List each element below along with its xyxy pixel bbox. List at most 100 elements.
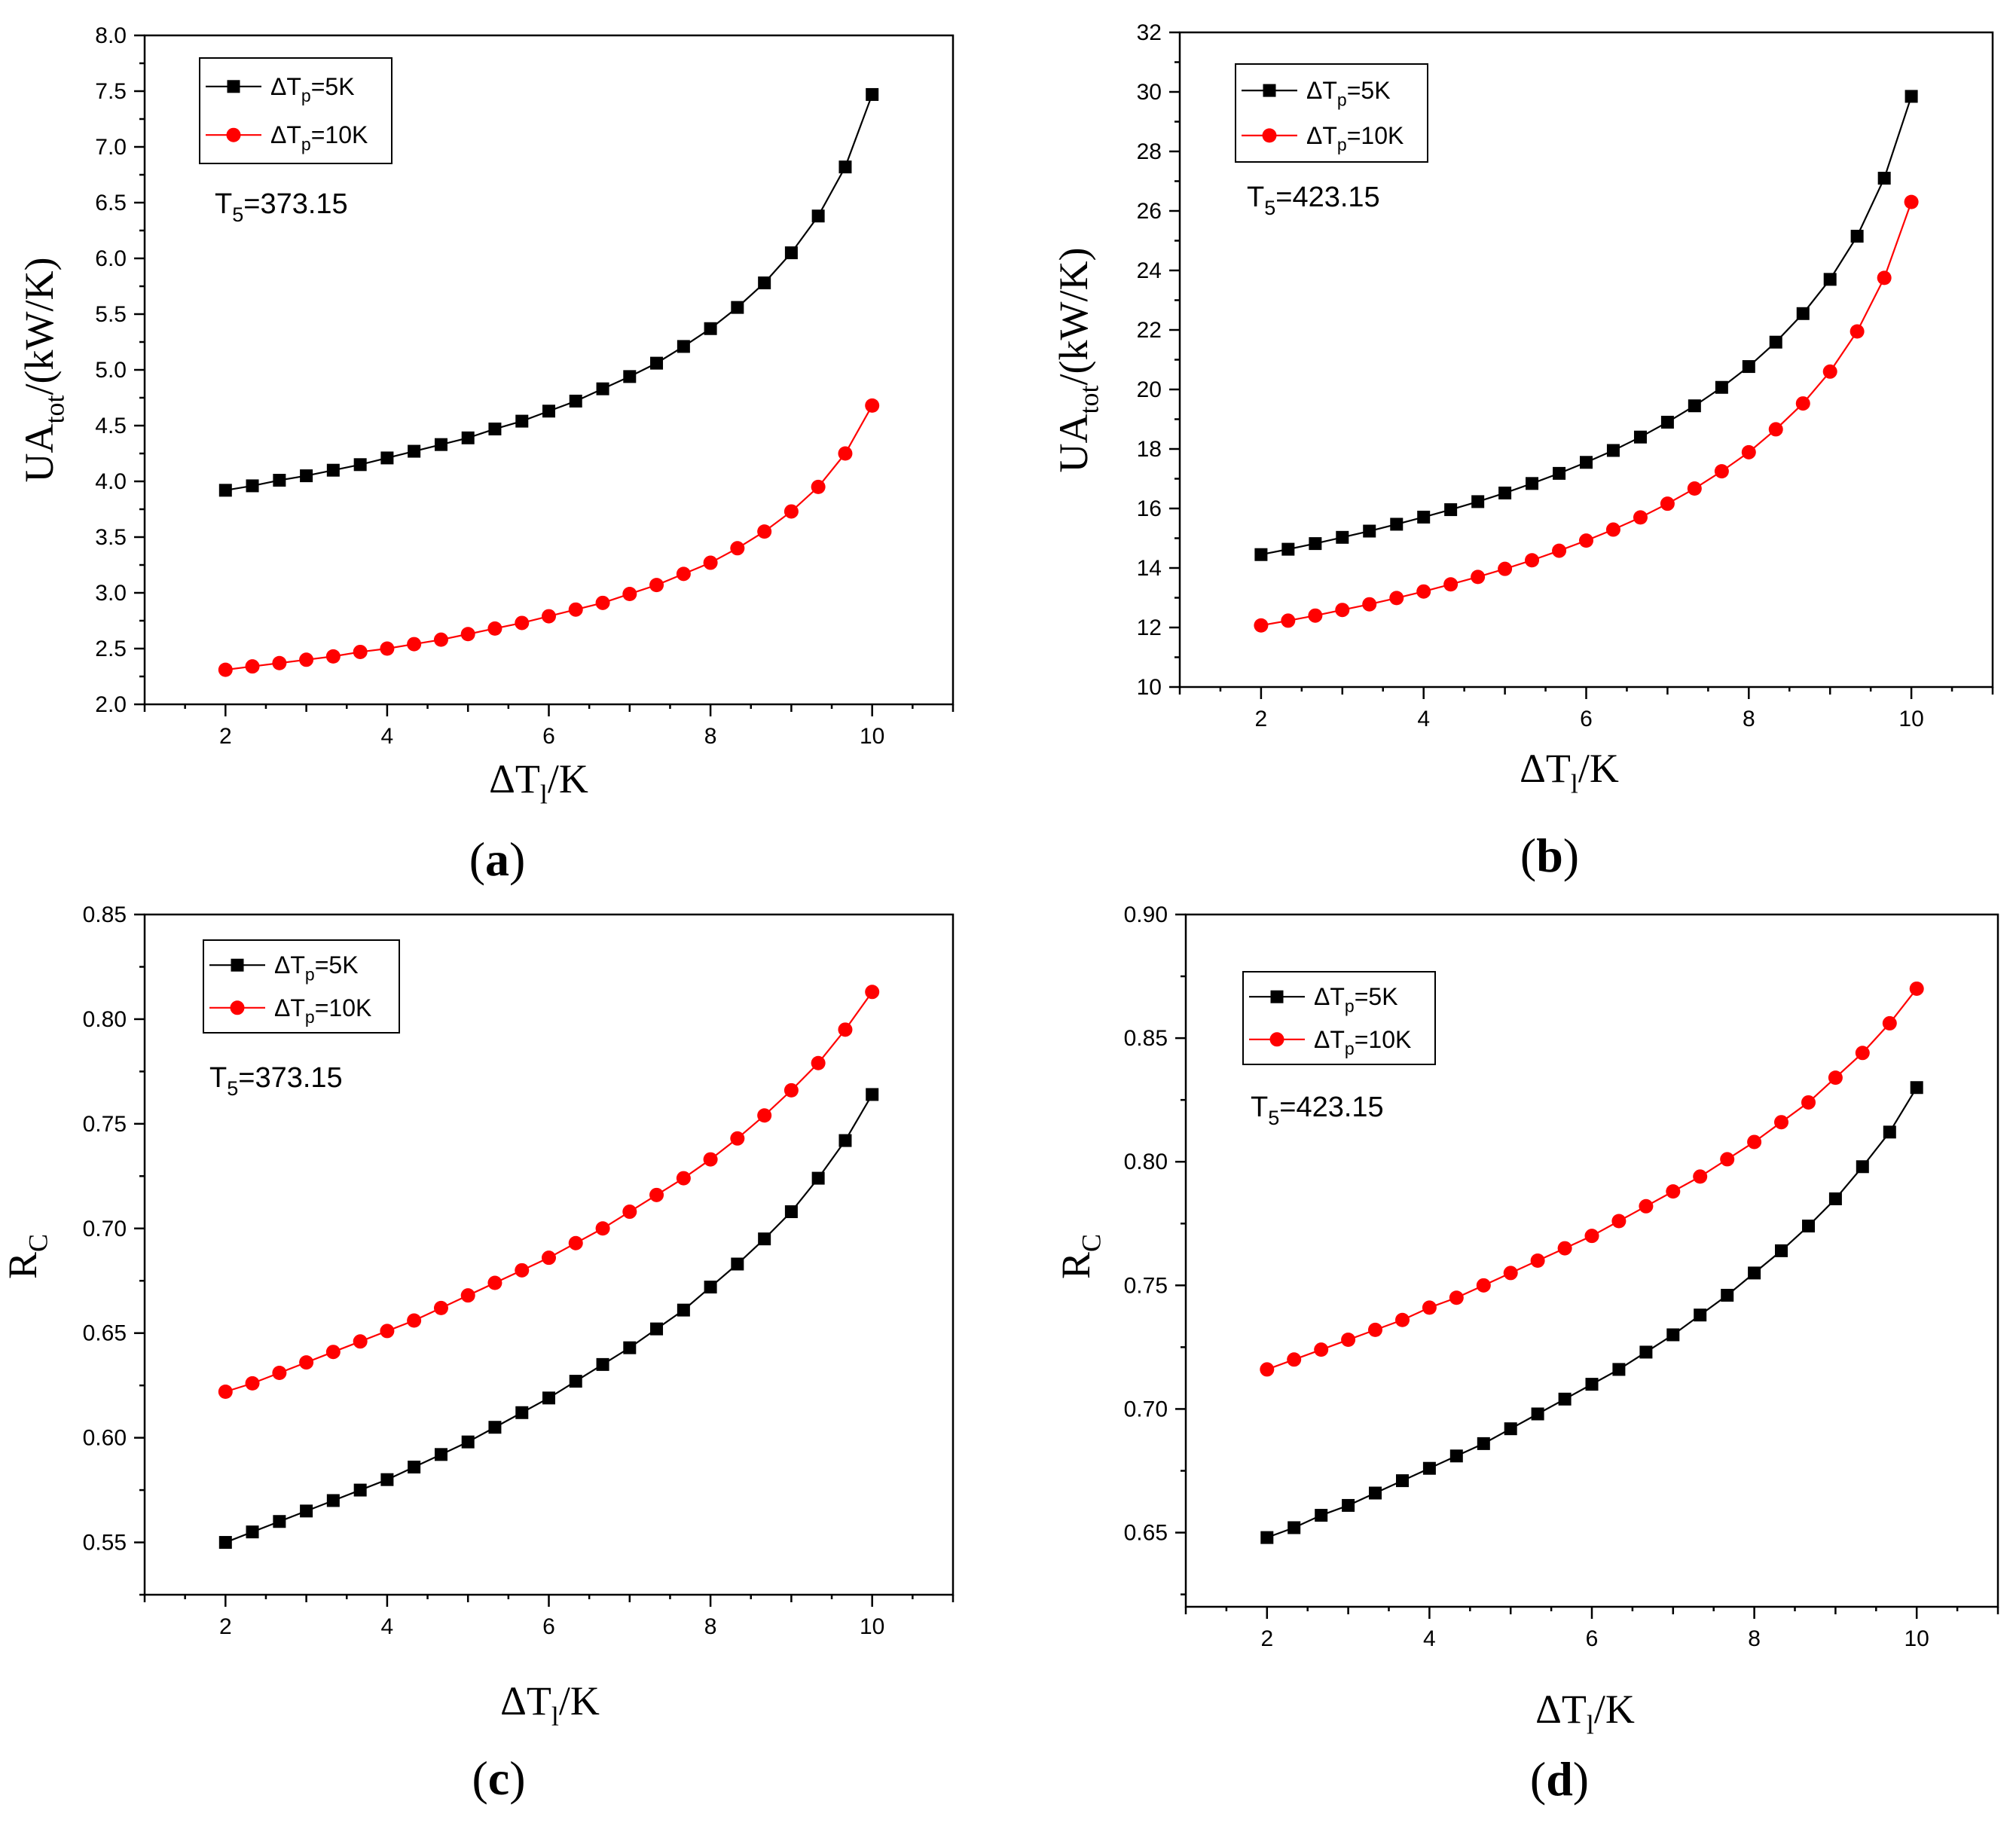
data-point [515, 1263, 530, 1278]
legend-marker [227, 80, 240, 93]
annotation-base: T [1247, 182, 1264, 213]
data-point [1850, 324, 1865, 339]
panel-label-close: ) [509, 1751, 525, 1805]
data-point [434, 1448, 447, 1461]
panel-label-open: ( [472, 1751, 487, 1805]
data-point [783, 504, 799, 519]
data-point [1530, 1253, 1545, 1268]
data-point [1882, 1015, 1897, 1031]
x-tick-label: 8 [1743, 707, 1755, 731]
legend-label-base: ΔT [1306, 122, 1337, 149]
data-point [1335, 603, 1350, 618]
data-point [434, 438, 447, 451]
series-dtp-5k [218, 1088, 879, 1550]
annotation-sub: 5 [227, 1077, 238, 1100]
data-point [1769, 335, 1782, 349]
data-point [1287, 1352, 1302, 1367]
x-tick-label: 2 [219, 724, 232, 749]
data-point [326, 1494, 340, 1507]
data-point [218, 1384, 233, 1399]
data-point [1281, 542, 1295, 556]
y-tick-label: 8.0 [95, 23, 127, 48]
annotation: T5=423.15 [1251, 1092, 1384, 1129]
y-tick-label: 2.0 [95, 692, 127, 717]
legend-label-sub: p [1337, 135, 1347, 154]
legend-label-suffix: =10K [1355, 1026, 1412, 1053]
y-tick-label: 28 [1137, 139, 1162, 164]
data-point [758, 1232, 771, 1246]
data-point [838, 1134, 852, 1147]
legend-label-sub: p [305, 1007, 315, 1027]
data-point [1449, 1290, 1464, 1305]
data-point [1856, 1160, 1869, 1174]
data-point [326, 463, 340, 477]
data-point [246, 479, 259, 493]
data-point [1633, 510, 1648, 525]
y-axis-label: UAtot/(kW/K) [1051, 248, 1104, 473]
data-point [380, 451, 394, 465]
data-point [677, 340, 690, 353]
y-axis-label-base: UA [1051, 414, 1096, 472]
legend-label-base: ΔT [270, 121, 301, 148]
data-point [1498, 486, 1512, 499]
y-axis-label-base: R [1053, 1252, 1098, 1279]
data-point [1389, 591, 1404, 606]
data-point [1363, 524, 1376, 538]
panel-d: 2 4 6 8 100.650.700.750.800.850.90ΔTl/KRC(d)… [1053, 902, 1999, 1806]
data-point [623, 370, 637, 383]
data-point [650, 1322, 664, 1336]
y-tick-label: 0.65 [1124, 1521, 1168, 1546]
data-point [1444, 503, 1458, 517]
y-axis-label: RC [1053, 1234, 1106, 1279]
data-point [596, 382, 609, 395]
annotation-suffix: =423.15 [1275, 182, 1379, 213]
annotation: T5=373.15 [209, 1062, 343, 1100]
data-point [408, 1461, 421, 1474]
data-point [1666, 1184, 1681, 1199]
data-point [865, 398, 880, 413]
data-point [1720, 1152, 1735, 1167]
y-axis-label-sub: tot [1074, 385, 1104, 414]
panel-label: (a) [469, 832, 526, 886]
x-tick-label: 2 [219, 1614, 232, 1639]
y-tick-label: 4.0 [95, 469, 127, 494]
data-point [1828, 1192, 1842, 1205]
legend-marker [231, 958, 244, 972]
legend-label-suffix: =5K [311, 73, 355, 100]
data-point [1390, 518, 1404, 531]
series-dtp-5k [1254, 90, 1918, 561]
data-point [1417, 510, 1431, 524]
data-point [811, 1055, 826, 1070]
data-point [784, 1205, 798, 1219]
series-line [225, 991, 873, 1393]
data-point [865, 985, 880, 1000]
y-tick-label: 24 [1137, 258, 1162, 283]
data-point [1611, 1214, 1627, 1229]
data-point [245, 1376, 260, 1391]
data-point [299, 1355, 314, 1370]
data-point [1721, 1288, 1734, 1302]
data-point [487, 621, 502, 636]
panel-label: (b) [1520, 829, 1579, 882]
data-point [649, 578, 664, 593]
panel-label-letter: c [488, 1751, 509, 1805]
y-axis-label: UAtot/(kW/K) [17, 258, 69, 483]
x-tick-label: 8 [704, 724, 717, 749]
legend-marker [226, 127, 241, 142]
y-tick-label: 0.85 [1124, 1026, 1168, 1051]
legend-label-sub: p [1345, 996, 1355, 1015]
y-axis-label-suffix: /(kW/K) [17, 258, 62, 395]
data-point [676, 566, 691, 582]
data-point [1579, 533, 1593, 548]
data-point [622, 586, 637, 601]
annotation-sub: 5 [1268, 1107, 1279, 1129]
y-tick-label: 0.90 [1124, 902, 1168, 927]
data-point [650, 356, 664, 370]
data-point [838, 160, 852, 174]
data-point [703, 1152, 718, 1167]
data-point [1341, 1333, 1356, 1348]
panel-b: 2 4 6 8 10101214161820222426283032ΔTl/KUAtot… [1051, 20, 1994, 882]
